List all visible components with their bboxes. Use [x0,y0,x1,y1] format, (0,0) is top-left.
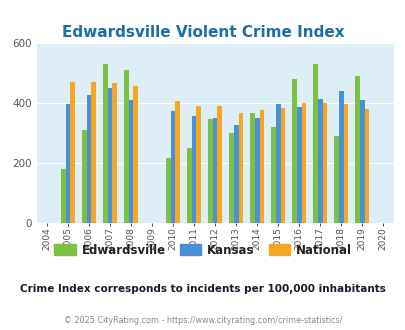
Bar [103,64,107,223]
Bar [292,79,296,223]
Bar [217,106,222,223]
Bar [296,107,301,223]
Bar [208,119,212,223]
Bar [275,104,280,223]
Text: Crime Index corresponds to incidents per 100,000 inhabitants: Crime Index corresponds to incidents per… [20,284,385,294]
Bar [313,64,317,223]
Bar [354,76,359,223]
Bar [343,104,347,223]
Bar [254,118,259,223]
Bar [229,133,233,223]
Bar [212,118,217,223]
Bar [322,103,326,223]
Bar [271,127,275,223]
Bar [249,113,254,223]
Bar [66,104,70,223]
Bar [87,95,91,223]
Text: Edwardsville Violent Crime Index: Edwardsville Violent Crime Index [62,25,343,40]
Bar [70,82,75,223]
Bar [334,136,338,223]
Bar [317,99,322,223]
Bar [128,100,133,223]
Bar [107,88,112,223]
Bar [112,83,117,223]
Bar [82,130,87,223]
Bar [301,103,305,223]
Bar [259,110,264,223]
Bar [192,116,196,223]
Bar [364,109,368,223]
Text: © 2025 CityRating.com - https://www.cityrating.com/crime-statistics/: © 2025 CityRating.com - https://www.city… [64,316,341,325]
Bar [171,111,175,223]
Bar [196,106,200,223]
Bar [338,91,343,223]
Bar [61,169,66,223]
Bar [175,101,180,223]
Bar [133,86,138,223]
Bar [238,113,243,223]
Bar [280,108,284,223]
Bar [187,148,192,223]
Bar [91,82,96,223]
Bar [233,125,238,223]
Legend: Edwardsville, Kansas, National: Edwardsville, Kansas, National [49,239,356,261]
Bar [166,158,171,223]
Bar [359,100,364,223]
Bar [124,70,128,223]
